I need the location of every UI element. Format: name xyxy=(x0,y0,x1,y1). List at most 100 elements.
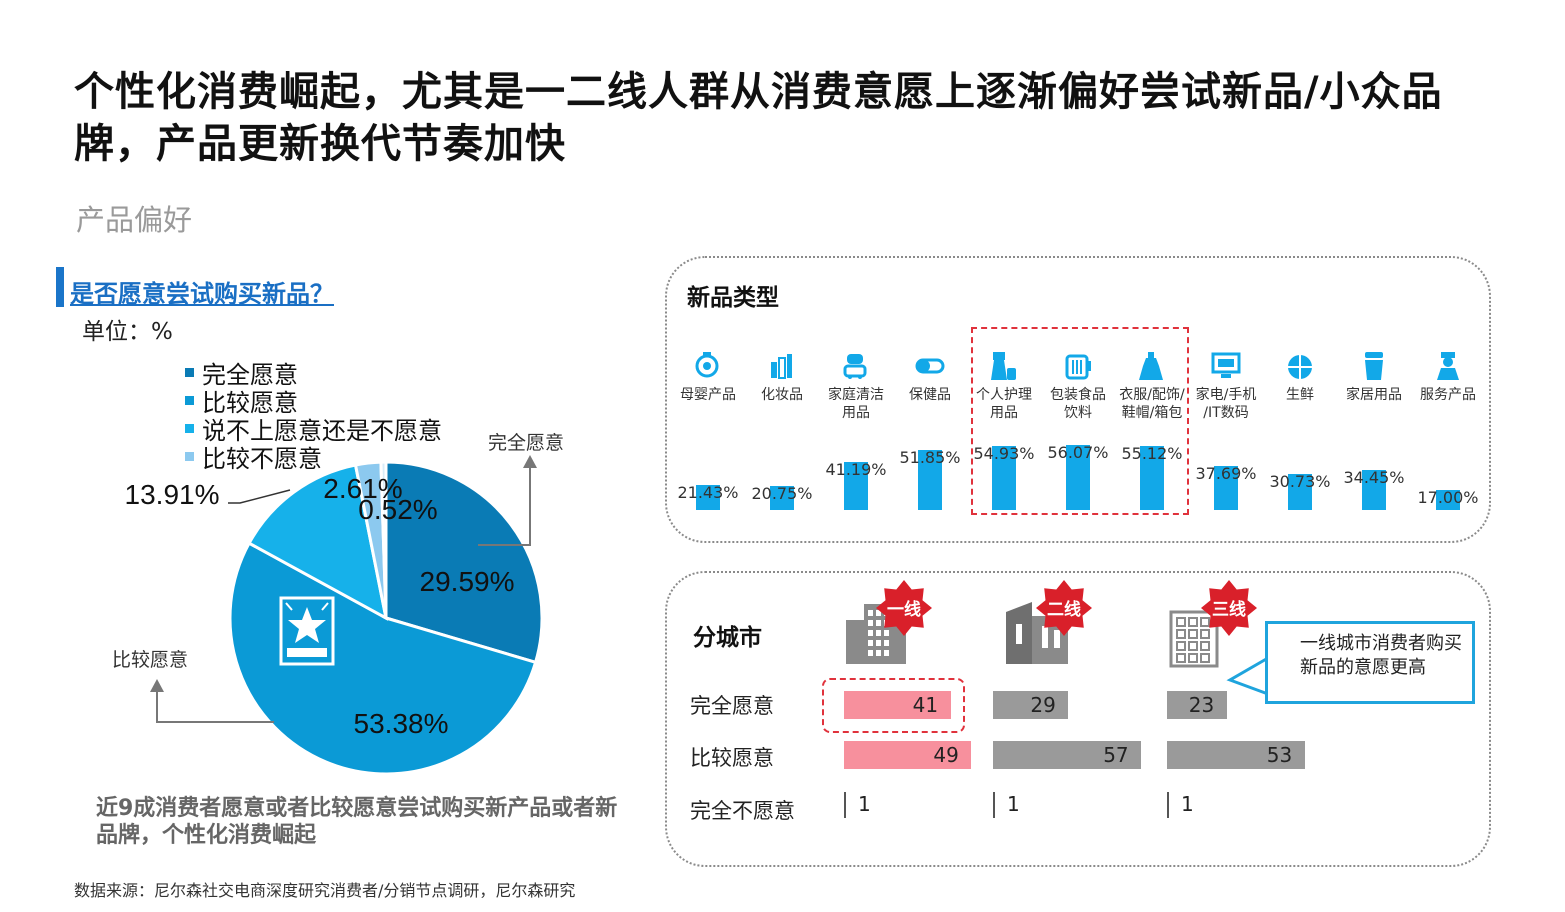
city-value-label: 57 xyxy=(1103,743,1129,767)
type-bar xyxy=(1288,474,1312,510)
types-panel-title: 新品类型 xyxy=(687,285,779,311)
category-label: 母婴产品 xyxy=(670,386,746,404)
category-label: 家庭清洁 用品 xyxy=(818,386,894,422)
type-bar xyxy=(1214,466,1238,510)
type-bar xyxy=(696,484,720,510)
legend-label: 比较不愿意 xyxy=(202,444,322,473)
callout-box: 一线城市消费者购买新品的意愿更高 xyxy=(1265,621,1475,704)
city-tick xyxy=(844,792,846,818)
page-subtitle: 产品偏好 xyxy=(76,203,193,237)
category-label-line2: 用品 xyxy=(990,405,1018,421)
city-value-label: 29 xyxy=(1030,693,1056,717)
type-bar xyxy=(1362,469,1386,510)
pie-slice xyxy=(247,463,389,621)
leader-line xyxy=(228,489,291,504)
type-value-label: 37.69% xyxy=(1195,464,1257,484)
city-tick xyxy=(1167,792,1169,818)
legend-swatch xyxy=(185,423,194,433)
city-value-label: 41 xyxy=(912,693,939,717)
category-label-line1: 衣服/配饰/ xyxy=(1119,387,1185,403)
pie-value-label: 53.38% xyxy=(354,708,449,739)
type-value-label: 54.93% xyxy=(973,443,1035,463)
type-bar xyxy=(844,461,868,510)
city-panel-title: 分城市 xyxy=(693,625,762,651)
category-item: 个人护理 用品 xyxy=(966,350,1042,422)
city-panel xyxy=(665,571,1491,867)
page-title: 个性化消费崛起，尤其是一二线人群从消费意愿上逐渐偏好尝试新品/小众品牌，产品更新… xyxy=(74,69,1443,167)
type-bar xyxy=(770,485,794,510)
legend-swatch xyxy=(185,395,194,405)
dress-icon xyxy=(1139,352,1163,380)
type-bar xyxy=(1436,490,1460,510)
category-label-line1: 家庭清洁 xyxy=(828,387,884,403)
city-row-label: 完全愿意 xyxy=(690,694,774,718)
category-label-line1: 母婴产品 xyxy=(680,387,736,403)
pie-slice xyxy=(228,541,538,776)
type-value-label: 17.00% xyxy=(1417,488,1479,508)
fruit-icon xyxy=(1288,355,1312,379)
highlight-box xyxy=(971,327,1189,515)
annotation-arrow-top xyxy=(478,455,537,546)
pie-conclusion: 近9成消费者愿意或者比较愿意尝试购买新产品或者新品牌，个性化消费崛起 xyxy=(96,796,618,848)
category-label: 个人护理 用品 xyxy=(966,386,1042,422)
type-bar xyxy=(992,445,1016,510)
callout-pointer xyxy=(1226,655,1270,697)
city-row-label: 完全不愿意 xyxy=(690,799,795,823)
legend-label: 比较愿意 xyxy=(202,388,298,417)
category-label: 保健品 xyxy=(892,386,968,404)
city-bar xyxy=(844,691,951,719)
vacuum-icon xyxy=(843,354,867,379)
city-value-label: 23 xyxy=(1188,693,1215,717)
category-label-line1: 服务产品 xyxy=(1420,387,1476,403)
city-bar xyxy=(993,741,1142,769)
category-label: 包装食品 饮料 xyxy=(1040,386,1116,422)
category-item: 家居用品 xyxy=(1336,350,1412,404)
tier1-highlight-box xyxy=(822,678,965,733)
legend-item: 比较愿意 xyxy=(185,386,442,417)
tier-badge: 三线 xyxy=(1201,580,1257,636)
tv-icon xyxy=(1211,352,1241,378)
pie-slice xyxy=(379,460,388,619)
type-value-label: 51.85% xyxy=(899,447,961,467)
category-item: 保健品 xyxy=(892,350,968,404)
city-row-label: 比较愿意 xyxy=(690,746,774,770)
city-building-icon xyxy=(1169,610,1219,668)
pie-value-label: 13.91% xyxy=(125,479,220,510)
city-tick xyxy=(993,792,995,818)
category-label-line2: 用品 xyxy=(842,405,870,421)
tier-badge-label: 一线 xyxy=(887,599,921,620)
category-label: 衣服/配饰/鞋帽/箱包 xyxy=(1114,386,1190,422)
category-label: 化妆品 xyxy=(744,386,820,404)
category-label: 家居用品 xyxy=(1336,386,1412,404)
pie-value-label: 29.59% xyxy=(420,566,515,597)
legend-item: 说不上愿意还是不愿意 xyxy=(185,414,442,445)
pie-value-label: 2.61% xyxy=(323,473,402,504)
category-label: 生鲜 xyxy=(1262,386,1338,404)
category-label-line2: 饮料 xyxy=(1064,405,1092,421)
type-value-label: 20.75% xyxy=(751,483,813,503)
beverage-icon xyxy=(1065,354,1091,380)
tier-badge: 二线 xyxy=(1036,580,1092,636)
city-value-label: 49 xyxy=(933,743,959,767)
category-label-line1: 生鲜 xyxy=(1286,387,1314,403)
category-item: 衣服/配饰/鞋帽/箱包 xyxy=(1114,350,1190,422)
data-source: 数据来源：尼尔森社交电商深度研究消费者/分销节点调研，尼尔森研究 xyxy=(74,881,576,900)
category-item: 服务产品 xyxy=(1410,350,1486,404)
category-label-line1: 家电/手机 xyxy=(1195,387,1257,403)
city-value-label: 1 xyxy=(1007,792,1020,816)
category-label-line1: 家居用品 xyxy=(1346,387,1402,403)
personal-care-icon xyxy=(991,352,1016,380)
new-product-types-panel xyxy=(665,256,1491,543)
legend-label: 说不上愿意还是不愿意 xyxy=(202,416,442,445)
type-value-label: 56.07% xyxy=(1047,442,1109,462)
type-bar xyxy=(918,449,942,510)
city-bar xyxy=(844,741,972,769)
city-value-label: 53 xyxy=(1266,743,1293,767)
unit-label: 单位：% xyxy=(82,319,173,345)
category-label-line1: 包装食品 xyxy=(1050,387,1106,403)
type-value-label: 21.43% xyxy=(677,482,739,502)
category-item: 家庭清洁 用品 xyxy=(818,350,894,422)
legend-item: 完全愿意 xyxy=(185,358,442,389)
annotation-label: 完全愿意 xyxy=(488,432,564,454)
